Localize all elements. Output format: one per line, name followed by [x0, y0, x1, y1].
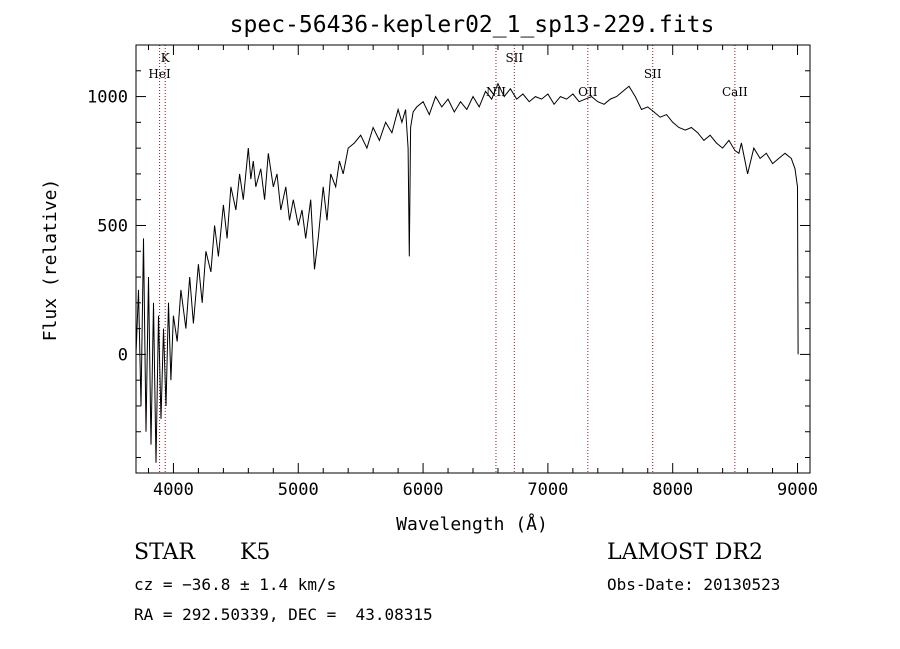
- redshift-velocity: cz = −36.8 ± 1.4 km/s: [134, 575, 337, 594]
- object-subclass: K5: [240, 540, 271, 565]
- plot-frame: [135, 44, 811, 474]
- spectral-line-label: HeI: [148, 67, 171, 81]
- spectral-line-label: CaII: [722, 85, 748, 99]
- chart-title: spec-56436-kepler02_1_sp13-229.fits: [230, 12, 715, 38]
- x-tick-label: 4000: [153, 480, 194, 500]
- x-tick-label: 7000: [527, 480, 568, 500]
- y-tick-label: 1000: [87, 88, 128, 108]
- observation-date: Obs-Date: 20130523: [607, 575, 781, 594]
- x-tick-label: 6000: [403, 480, 444, 500]
- spectral-line-label: NII: [486, 85, 506, 99]
- x-tick-label: 8000: [652, 480, 693, 500]
- x-tick-label: 9000: [777, 480, 818, 500]
- y-tick-label: 500: [97, 216, 128, 236]
- spectral-line-label: SII: [644, 67, 662, 81]
- x-tick-label: 5000: [278, 480, 319, 500]
- object-class: STAR: [134, 540, 195, 565]
- x-axis-label: Wavelength (Å): [396, 513, 548, 535]
- x-axis-ticks: 4000 5000 6000 7000 8000 9000: [147, 45, 818, 500]
- spectrum-series-line: [135, 82, 799, 463]
- y-axis-ticks: 0 500 1000: [87, 44, 810, 459]
- y-axis-label: Flux (relative): [40, 179, 61, 342]
- survey-name: LAMOST DR2: [607, 540, 763, 565]
- spectral-line-label: K: [161, 51, 171, 65]
- y-tick-label: 0: [118, 345, 128, 365]
- spectral-line-label: OII: [578, 85, 598, 99]
- spectral-line-label: SII: [505, 51, 523, 65]
- coordinates: RA = 292.50339, DEC = 43.08315: [134, 605, 433, 624]
- spectral-line-markers: K HeI SII NII OII SII CaII: [148, 45, 748, 473]
